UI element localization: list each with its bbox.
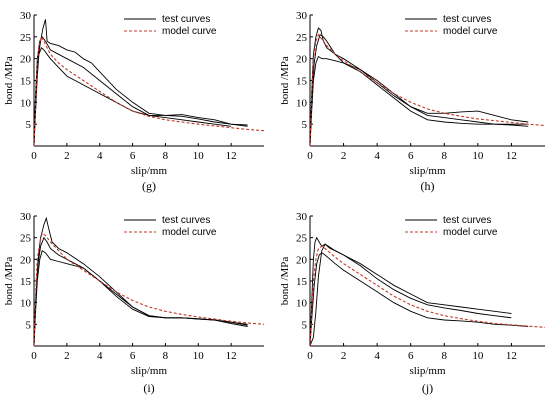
y-tick-label: 25 bbox=[20, 233, 32, 245]
y-tick-label: 10 bbox=[296, 298, 308, 310]
test-curve-line-2 bbox=[310, 252, 529, 346]
x-tick-label: 4 bbox=[97, 350, 103, 362]
chart-panel-2: 5 10 15 20 25 30 0 2 4 6 8 10 12 slip/mm bond /MPa (i) t… bbox=[3, 211, 265, 395]
legend-label-model: model curve bbox=[162, 26, 217, 37]
test-curve-line-1 bbox=[310, 243, 512, 346]
chart-panel-3: 5 10 15 20 25 30 0 2 4 6 8 10 12 slip/mm bond /MPa (j) t… bbox=[279, 211, 546, 395]
model-curve-line bbox=[310, 245, 546, 346]
legend-label-test: test curves bbox=[162, 14, 210, 25]
x-tick-label: 2 bbox=[64, 150, 70, 162]
x-tick-label: 0 bbox=[307, 350, 313, 362]
y-tick-label: 20 bbox=[296, 254, 308, 266]
y-tick-label: 25 bbox=[296, 32, 308, 44]
y-axis-label: bond /MPa bbox=[3, 56, 15, 105]
y-tick-label: 30 bbox=[296, 10, 308, 22]
y-tick-label: 10 bbox=[20, 298, 32, 310]
y-tick-label: 15 bbox=[296, 276, 308, 288]
legend-label-test: test curves bbox=[162, 215, 210, 226]
x-tick-label: 8 bbox=[442, 350, 448, 362]
x-tick-label: 10 bbox=[193, 150, 205, 162]
x-tick-label: 4 bbox=[374, 150, 380, 162]
x-axis-label: slip/mm bbox=[131, 165, 168, 177]
y-tick-label: 10 bbox=[20, 97, 32, 109]
x-tick-label: 6 bbox=[408, 350, 414, 362]
y-tick-label: 15 bbox=[20, 276, 32, 288]
legend-label-test: test curves bbox=[443, 14, 491, 25]
test-curve-line-1 bbox=[310, 55, 529, 146]
x-tick-label: 8 bbox=[163, 150, 169, 162]
x-axis-label: slip/mm bbox=[409, 165, 446, 177]
y-tick-label: 20 bbox=[20, 254, 32, 266]
y-tick-label: 15 bbox=[20, 76, 32, 88]
model-curve-line bbox=[310, 33, 546, 146]
x-tick-label: 8 bbox=[163, 350, 169, 362]
legend-label-model: model curve bbox=[443, 26, 498, 37]
y-tick-label: 20 bbox=[20, 54, 32, 66]
y-tick-label: 30 bbox=[20, 211, 32, 223]
x-tick-label: 12 bbox=[226, 150, 237, 162]
test-curve-line-2 bbox=[34, 236, 248, 346]
x-tick-label: 6 bbox=[408, 150, 414, 162]
x-tick-label: 12 bbox=[506, 350, 517, 362]
x-tick-label: 4 bbox=[374, 350, 380, 362]
x-tick-label: 4 bbox=[97, 150, 103, 162]
panel-label: (i) bbox=[143, 381, 154, 395]
y-axis-label: bond /MPa bbox=[279, 56, 291, 105]
chart-panel-1: 5 10 15 20 25 30 0 2 4 6 8 10 12 slip/mm bond /MPa (h) t… bbox=[279, 10, 546, 193]
x-tick-label: 6 bbox=[130, 150, 136, 162]
y-tick-label: 10 bbox=[296, 97, 308, 109]
test-curve-line-0 bbox=[34, 19, 248, 146]
y-tick-label: 30 bbox=[296, 211, 308, 223]
model-curve-line bbox=[34, 232, 265, 346]
y-tick-label: 30 bbox=[20, 10, 32, 22]
x-tick-label: 12 bbox=[226, 350, 237, 362]
y-tick-label: 5 bbox=[26, 319, 32, 331]
x-axis-label: slip/mm bbox=[131, 365, 168, 377]
x-tick-label: 10 bbox=[472, 350, 484, 362]
x-tick-label: 2 bbox=[341, 150, 347, 162]
legend-label-model: model curve bbox=[443, 227, 498, 238]
x-tick-label: 0 bbox=[31, 350, 37, 362]
x-tick-label: 10 bbox=[472, 150, 484, 162]
test-curve-line-0 bbox=[310, 236, 512, 346]
x-tick-label: 8 bbox=[442, 150, 448, 162]
test-curve-line-1 bbox=[34, 35, 248, 146]
legend-label-model: model curve bbox=[162, 227, 217, 238]
model-curve-line bbox=[34, 35, 265, 146]
test-curve-line-1 bbox=[34, 249, 248, 346]
test-curve-line-2 bbox=[34, 47, 232, 146]
panel-label: (h) bbox=[421, 179, 435, 193]
y-tick-label: 5 bbox=[302, 119, 308, 131]
y-tick-label: 25 bbox=[20, 32, 32, 44]
panel-label: (g) bbox=[142, 179, 156, 193]
legend-label-test: test curves bbox=[443, 215, 491, 226]
x-axis-label: slip/mm bbox=[409, 365, 446, 377]
y-tick-label: 25 bbox=[296, 233, 308, 245]
y-tick-label: 5 bbox=[302, 319, 308, 331]
x-tick-label: 0 bbox=[31, 150, 37, 162]
panel-label: (j) bbox=[422, 381, 433, 395]
x-tick-label: 10 bbox=[193, 350, 205, 362]
x-tick-label: 12 bbox=[506, 150, 517, 162]
y-axis-label: bond /MPa bbox=[279, 257, 291, 306]
y-axis-label: bond /MPa bbox=[3, 257, 15, 306]
x-tick-label: 2 bbox=[341, 350, 347, 362]
x-tick-label: 6 bbox=[130, 350, 136, 362]
x-tick-label: 2 bbox=[64, 350, 70, 362]
test-curve-line-0 bbox=[310, 27, 529, 146]
test-curve-line-2 bbox=[310, 34, 529, 146]
y-tick-label: 20 bbox=[296, 54, 308, 66]
x-tick-label: 0 bbox=[307, 150, 313, 162]
chart-panel-0: 5 10 15 20 25 30 0 2 4 6 8 10 12 slip/mm bond /MPa (g) t… bbox=[3, 10, 265, 193]
y-tick-label: 5 bbox=[26, 119, 32, 131]
y-tick-label: 15 bbox=[296, 76, 308, 88]
